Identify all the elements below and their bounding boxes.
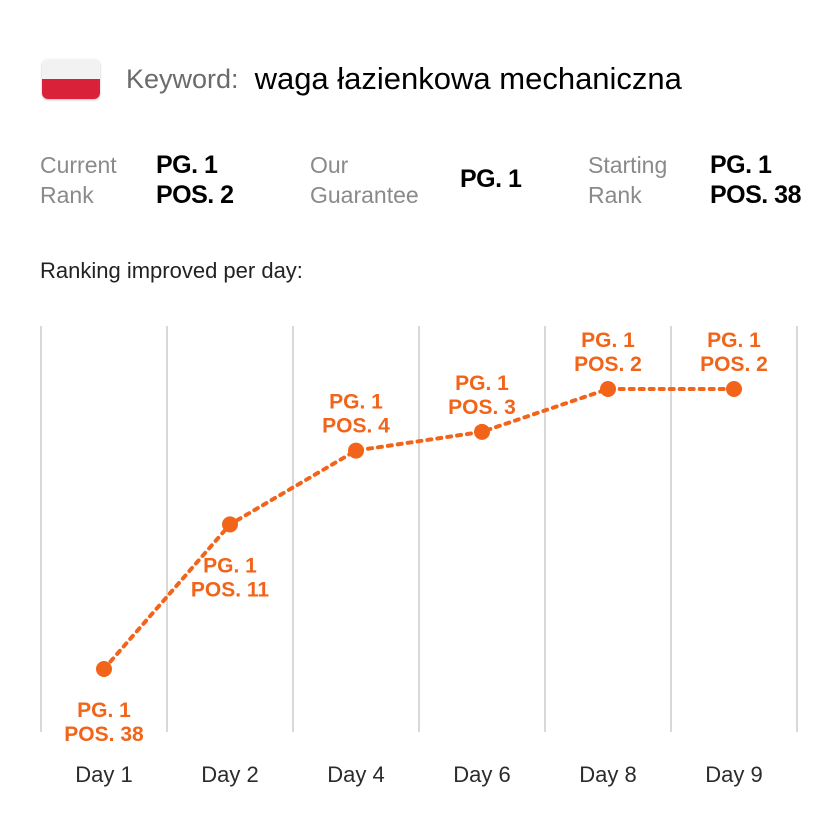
data-point-4 [474,423,490,440]
starting-rank-value: PG. 1 POS. 38 [710,151,802,209]
rank-stats: Current Rank PG. 1 POS. 2 Our Guarantee … [0,146,832,216]
x-tick-6: Day 9 [705,762,762,787]
x-tick-5: Day 8 [579,762,636,787]
point-label-pos-2: POS. 11 [191,578,270,601]
data-point-6 [726,381,742,397]
data-point-2 [222,516,238,533]
point-label-page-4: PG. 1 [455,372,509,395]
guarantee-value: PG. 1 [460,165,522,193]
point-label-page-1: PG. 1 [77,699,131,722]
ranking-line [102,387,736,671]
data-point-1 [96,661,112,677]
x-tick-2: Day 2 [201,762,258,787]
keyword-header: Keyword: waga łazienkowa mechaniczna [42,56,682,102]
x-tick-3: Day 4 [327,762,384,787]
point-label-pos-1: POS. 38 [64,723,144,746]
point-label-page-3: PG. 1 [329,391,383,414]
point-label-pos-3: POS. 4 [322,415,390,438]
point-label-page-2: PG. 1 [203,554,257,577]
chart-subtitle: Ranking improved per day: [40,258,303,283]
starting-rank-label: Starting Rank [588,152,668,208]
keyword-value: waga łazienkowa mechaniczna [254,61,682,96]
x-tick-1: Day 1 [75,762,132,787]
data-point-3 [348,442,364,459]
current-rank-value: PG. 1 POS. 2 [156,151,234,209]
current-rank-label: Current Rank [40,152,117,208]
point-label-pos-4: POS. 3 [448,396,516,419]
poland-flag-icon [42,59,100,99]
data-point-5 [600,381,616,397]
point-label-page-6: PG. 1 [707,329,761,352]
x-tick-4: Day 6 [453,762,510,787]
point-label-pos-5: POS. 2 [574,353,642,376]
point-label-page-5: PG. 1 [581,329,635,352]
guarantee-label: Our Guarantee [310,152,419,208]
point-label-pos-6: POS. 2 [700,353,768,376]
keyword-label: Keyword: [126,63,239,94]
